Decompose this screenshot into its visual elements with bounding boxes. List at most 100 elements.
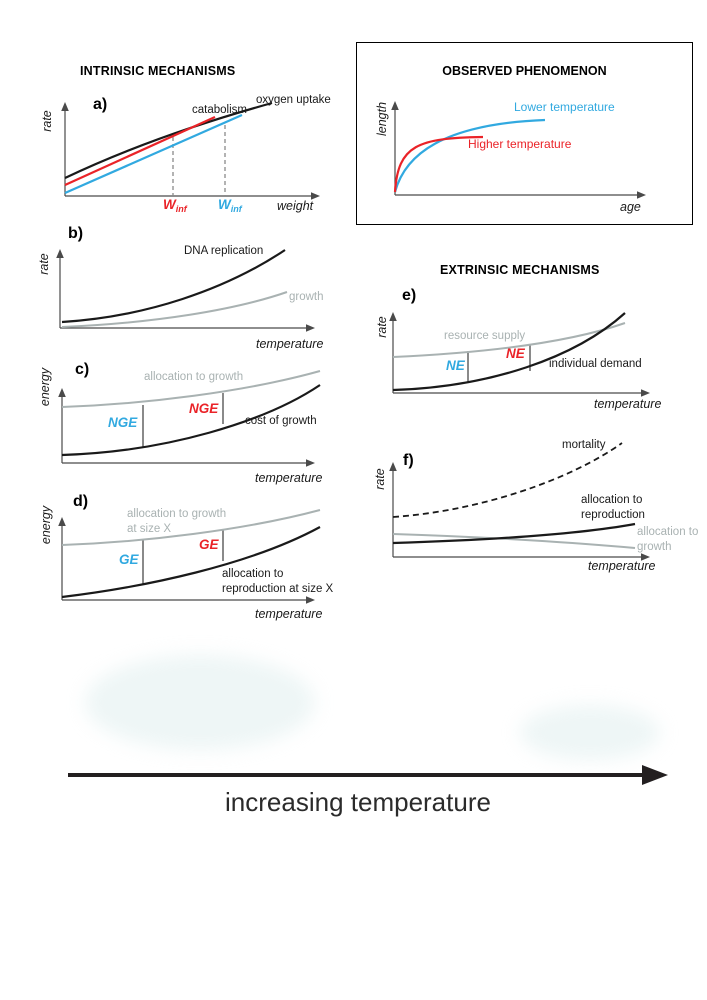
- panel-e-x-arrowhead: [641, 389, 650, 397]
- panel-b-plot: [56, 249, 315, 332]
- ne-high-temp-label: NE: [506, 346, 525, 361]
- panel-d-x-arrowhead: [306, 596, 315, 604]
- observed-phenomenon-title: OBSERVED PHENOMENON: [442, 64, 607, 78]
- allocation-reproduction-sizex-curve: [62, 527, 320, 597]
- higher-temperature-curve: [395, 137, 483, 192]
- panel-d-y-arrowhead: [58, 517, 66, 526]
- panel-c-plot: [58, 360, 335, 467]
- extrinsic-mechanisms-header: EXTRINSIC MECHANISMS: [440, 263, 600, 277]
- cost-of-growth-curve: [62, 385, 320, 455]
- panel-f-plot: [389, 435, 650, 561]
- label-line-1: allocation to: [637, 526, 699, 538]
- lower-temperature-label: Lower temperature: [514, 100, 615, 114]
- panel-a-x-arrowhead: [311, 192, 320, 200]
- allocation-to-growth-label: allocation to growth: [144, 371, 244, 383]
- panel-c-x-axis-label: temperature: [255, 471, 323, 485]
- label-line-2: growth: [637, 540, 672, 553]
- panel-e-x-axis-label: temperature: [594, 397, 662, 411]
- panel-c-x-arrowhead: [306, 459, 315, 467]
- allocation-growth-trend-line: [393, 534, 635, 548]
- label-line-1: allocation to: [581, 494, 643, 506]
- watermark-ghost-left: [85, 655, 315, 750]
- observed-y-arrowhead: [391, 101, 399, 110]
- catabolism-low-temp-line: [65, 115, 242, 193]
- panel-e-letter: e): [402, 287, 417, 304]
- mortality-label: mortality: [562, 439, 606, 451]
- panel-a-y-axis-label: rate: [40, 110, 54, 132]
- panel-f-letter: f): [403, 452, 414, 469]
- oxygen-uptake-curve: [65, 103, 272, 178]
- ne-low-temp-label: NE: [446, 358, 465, 373]
- individual-demand-curve: [393, 313, 625, 390]
- label-line-2: reproduction at size X: [222, 582, 334, 595]
- mortality-curve: [393, 443, 622, 517]
- winf-subscript: inf: [230, 204, 242, 214]
- panel-a-letter: a): [93, 96, 108, 113]
- label-line-1: allocation to: [222, 568, 284, 580]
- panel-e-y-axis-label: rate: [375, 316, 389, 338]
- label-line-1: allocation to growth: [127, 508, 227, 520]
- ge-low-temp-label: GE: [119, 552, 139, 567]
- panel-b-x-arrowhead: [306, 324, 315, 332]
- growth-curve: [62, 292, 287, 327]
- panel-d-letter: d): [73, 493, 89, 510]
- panel-d-plot: [58, 495, 335, 604]
- allocation-growth-sizex-curve: [62, 510, 320, 545]
- label-line-2: reproduction: [581, 508, 645, 521]
- allocation-growth-label: allocation to growth: [637, 525, 698, 554]
- panel-b-letter: b): [68, 225, 84, 242]
- observed-y-axis-label: length: [375, 101, 389, 137]
- label-line-2: at size X: [127, 522, 172, 535]
- intrinsic-mechanisms-header: INTRINSIC MECHANISMS: [80, 64, 236, 78]
- panel-f-y-arrowhead: [389, 462, 397, 471]
- oxygen-uptake-label: oxygen uptake: [256, 94, 331, 106]
- panel-b-x-axis-label: temperature: [256, 337, 324, 351]
- winf-subscript: inf: [175, 204, 187, 214]
- winf-high-temp-label: Winf: [163, 197, 187, 214]
- winf-base: W: [218, 197, 231, 212]
- panel-d-x-axis-label: temperature: [255, 607, 323, 621]
- winf-base: W: [163, 197, 176, 212]
- resource-supply-label: resource supply: [444, 330, 526, 342]
- dna-replication-label: DNA replication: [184, 245, 264, 257]
- allocation-to-growth-curve: [62, 371, 320, 407]
- winf-low-temp-label: Winf: [218, 197, 242, 214]
- panel-f-x-arrowhead: [641, 553, 650, 561]
- lower-temperature-curve: [395, 120, 545, 192]
- panel-c-y-arrowhead: [58, 388, 66, 397]
- allocation-reproduction-sizex-label: allocation to reproduction at size X: [222, 567, 333, 596]
- panel-a-x-axis-label: weight: [277, 199, 314, 213]
- panel-e-y-arrowhead: [389, 312, 397, 321]
- panel-c-letter: c): [75, 361, 90, 378]
- panel-c-y-axis-label: energy: [38, 367, 52, 407]
- panel-b-y-arrowhead: [56, 249, 64, 258]
- panel-a-y-arrowhead: [61, 102, 69, 111]
- higher-temperature-label: Higher temperature: [468, 137, 572, 151]
- allocation-reproduction-trend-line: [393, 524, 635, 543]
- catabolism-label: catabolism: [192, 104, 247, 116]
- watermark-ghost-right: [520, 705, 660, 760]
- observed-plot: [391, 101, 646, 199]
- nge-low-temp-label: NGE: [108, 415, 138, 430]
- allocation-growth-sizex-label: allocation to growth at size X: [127, 507, 226, 536]
- ge-high-temp-label: GE: [199, 537, 219, 552]
- growth-label: growth: [289, 291, 324, 303]
- panel-b-y-axis-label: rate: [37, 253, 51, 275]
- observed-x-axis-label: age: [620, 200, 641, 214]
- dna-replication-curve: [62, 250, 285, 322]
- increasing-temperature-arrow: [55, 765, 668, 785]
- panel-f-y-axis-label: rate: [373, 468, 387, 490]
- increasing-temperature-label: increasing temperature: [225, 787, 491, 817]
- cost-of-growth-label: cost of growth: [245, 415, 317, 427]
- nge-high-temp-label: NGE: [189, 401, 219, 416]
- panel-a-plot: [61, 85, 320, 200]
- panel-e-plot: [389, 312, 650, 397]
- individual-demand-label: individual demand: [549, 358, 642, 370]
- allocation-reproduction-label: allocation to reproduction: [581, 493, 645, 522]
- panel-d-y-axis-label: energy: [39, 505, 53, 545]
- arrow-head: [642, 765, 668, 785]
- panel-f-x-axis-label: temperature: [588, 559, 656, 573]
- observed-x-arrowhead: [637, 191, 646, 199]
- catabolism-high-temp-line: [65, 117, 215, 185]
